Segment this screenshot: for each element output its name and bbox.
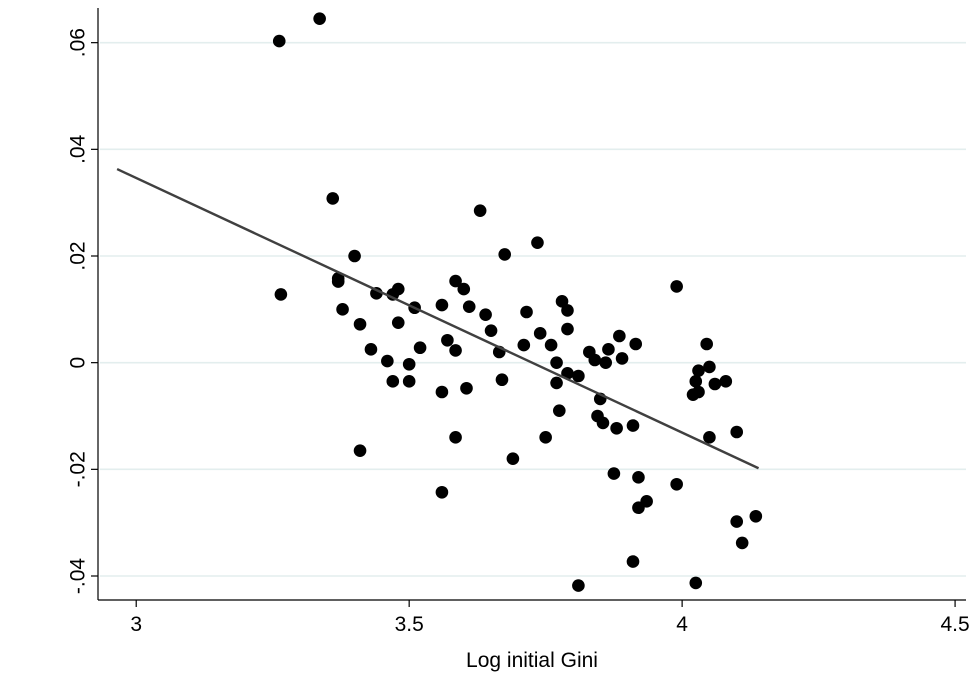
data-point (749, 509, 763, 523)
data-point (561, 304, 574, 317)
data-point (561, 322, 574, 336)
data-point (626, 555, 640, 568)
data-point (449, 344, 462, 357)
data-point (353, 317, 367, 331)
data-point (441, 333, 454, 347)
data-point (495, 373, 509, 387)
data-point (615, 352, 629, 365)
data-point (703, 360, 716, 374)
data-point (599, 356, 612, 369)
data-point (402, 375, 416, 388)
data-point (364, 343, 378, 356)
y-tick-label: -.02 (67, 451, 90, 487)
x-tick-label: 4.5 (940, 613, 969, 636)
data-point (572, 369, 585, 383)
data-point (484, 324, 498, 337)
data-point (462, 300, 476, 313)
data-point (391, 282, 405, 296)
fitted-regression-line (116, 167, 760, 470)
data-point (391, 316, 405, 329)
data-point (531, 236, 544, 249)
data-point (689, 576, 703, 590)
data-point (602, 343, 615, 356)
data-point (533, 327, 547, 340)
data-point (336, 303, 349, 316)
data-point (479, 308, 492, 321)
data-point (730, 425, 744, 439)
data-point (640, 495, 653, 508)
data-point (402, 357, 416, 371)
data-point (572, 579, 585, 592)
data-point (550, 376, 563, 390)
data-point (670, 280, 683, 293)
data-point (498, 248, 512, 261)
data-point (520, 305, 533, 319)
y-tick-label: .04 (67, 134, 90, 164)
data-point (632, 471, 645, 484)
data-point (544, 338, 558, 352)
x-tick-label: 3.5 (395, 613, 424, 636)
y-tick-label: 0 (67, 357, 90, 369)
data-point (730, 515, 744, 528)
data-point (700, 337, 713, 351)
data-point (689, 375, 703, 388)
x-tick-label: 3 (130, 613, 142, 636)
data-point (386, 375, 400, 388)
data-point (348, 249, 361, 263)
data-point (703, 431, 716, 444)
data-point (735, 536, 749, 550)
y-tick-label: -.04 (67, 558, 90, 595)
data-point (517, 338, 531, 352)
data-point (588, 353, 602, 367)
data-point (550, 356, 563, 369)
data-point (626, 419, 640, 432)
data-point (460, 381, 473, 395)
data-point (353, 444, 367, 457)
data-point (506, 452, 520, 465)
data-point (473, 204, 487, 217)
y-tick-label: .02 (67, 241, 90, 270)
y-axis-ticks: -.04 -.02 0 .02 .04 .06 (67, 28, 98, 594)
data-point (610, 421, 623, 435)
data-point (708, 377, 722, 391)
data-point (692, 364, 705, 377)
data-point (326, 192, 340, 205)
data-point (613, 329, 626, 343)
data-point (596, 416, 610, 430)
x-axis-title: Log initial Gini (466, 649, 598, 672)
data-point (555, 295, 569, 308)
data-point (435, 298, 449, 312)
data-point (629, 337, 643, 351)
data-point (457, 282, 471, 296)
x-tick-label: 4 (676, 613, 688, 636)
data-point (435, 385, 449, 399)
data-point (435, 485, 449, 499)
data-point (539, 431, 552, 444)
data-point (449, 274, 462, 288)
y-tick-label: .06 (67, 28, 90, 57)
data-point (381, 354, 394, 368)
scatter-points (272, 12, 763, 592)
gridlines (100, 41, 966, 577)
data-point (274, 288, 288, 301)
data-point (670, 477, 683, 491)
data-point (552, 404, 566, 417)
data-point (313, 12, 326, 25)
data-point (692, 385, 705, 399)
data-point (449, 431, 462, 444)
data-point (607, 467, 621, 480)
axes (97, 8, 966, 601)
data-point (272, 34, 286, 48)
x-axis-ticks: 3 3.5 4 4.5 (130, 600, 970, 636)
data-point (413, 341, 427, 355)
data-point (719, 375, 733, 388)
data-point (331, 272, 345, 285)
